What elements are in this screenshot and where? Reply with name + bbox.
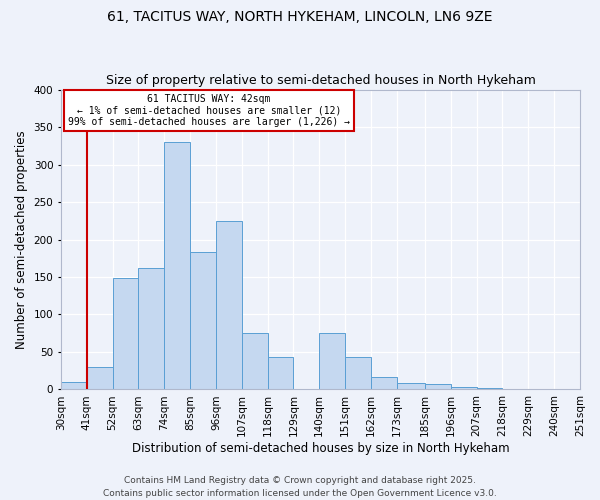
Bar — [451, 387, 476, 390]
Bar — [371, 376, 397, 390]
Bar — [345, 357, 371, 390]
Text: 61, TACITUS WAY, NORTH HYKEHAM, LINCOLN, LN6 9ZE: 61, TACITUS WAY, NORTH HYKEHAM, LINCOLN,… — [107, 10, 493, 24]
Bar — [164, 142, 190, 390]
Bar — [529, 388, 554, 390]
Bar — [216, 221, 242, 390]
Bar — [268, 357, 293, 390]
Bar — [113, 278, 139, 390]
Bar — [242, 333, 268, 390]
Bar — [139, 268, 164, 390]
Bar — [425, 384, 451, 390]
Bar — [61, 382, 87, 390]
Bar — [319, 333, 345, 390]
Bar — [87, 367, 113, 390]
Bar — [397, 384, 425, 390]
Text: Contains HM Land Registry data © Crown copyright and database right 2025.
Contai: Contains HM Land Registry data © Crown c… — [103, 476, 497, 498]
Bar — [502, 388, 529, 390]
Y-axis label: Number of semi-detached properties: Number of semi-detached properties — [15, 130, 28, 349]
Text: 61 TACITUS WAY: 42sqm
← 1% of semi-detached houses are smaller (12)
99% of semi-: 61 TACITUS WAY: 42sqm ← 1% of semi-detac… — [68, 94, 350, 128]
Bar — [190, 252, 216, 390]
Title: Size of property relative to semi-detached houses in North Hykeham: Size of property relative to semi-detach… — [106, 74, 535, 87]
Bar — [476, 388, 502, 390]
X-axis label: Distribution of semi-detached houses by size in North Hykeham: Distribution of semi-detached houses by … — [131, 442, 509, 455]
